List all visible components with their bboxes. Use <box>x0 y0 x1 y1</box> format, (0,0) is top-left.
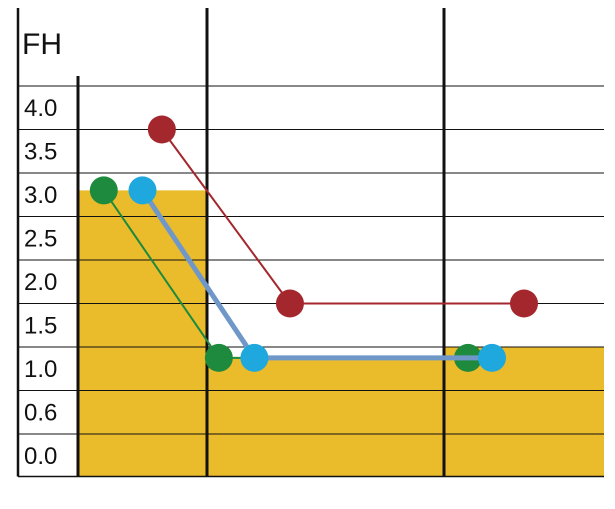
y-tick-label: 1.0 <box>24 356 57 383</box>
bar-section-1 <box>79 190 207 477</box>
y-axis-label: FH <box>22 28 62 61</box>
series-point <box>147 115 176 144</box>
y-tick-label: 3.0 <box>24 182 57 209</box>
series-point <box>128 176 157 205</box>
tick-labels: 4.0 3.5 3.0 2.5 2.0 1.5 1.0 0.6 0.0 <box>24 95 57 470</box>
grid-layer <box>18 85 604 435</box>
series-point <box>275 289 304 318</box>
y-tick-label: 4.0 <box>24 95 57 122</box>
y-tick-label: 0.0 <box>24 443 57 470</box>
series-point <box>478 343 506 372</box>
y-tick-label: 2.5 <box>24 226 57 253</box>
bar-section-2 <box>208 357 444 477</box>
series-3 <box>128 176 506 372</box>
series-1 <box>147 115 538 318</box>
series-point <box>510 289 538 318</box>
series-layer <box>89 115 538 372</box>
y-tick-label: 0.6 <box>24 400 57 427</box>
series-point <box>240 343 269 372</box>
divider-layer <box>16 8 604 478</box>
series-point <box>204 343 233 372</box>
series-point <box>89 176 118 205</box>
y-tick-label: 3.5 <box>24 139 57 166</box>
y-tick-label: 1.5 <box>24 313 57 340</box>
y-tick-label: 2.0 <box>24 269 57 296</box>
